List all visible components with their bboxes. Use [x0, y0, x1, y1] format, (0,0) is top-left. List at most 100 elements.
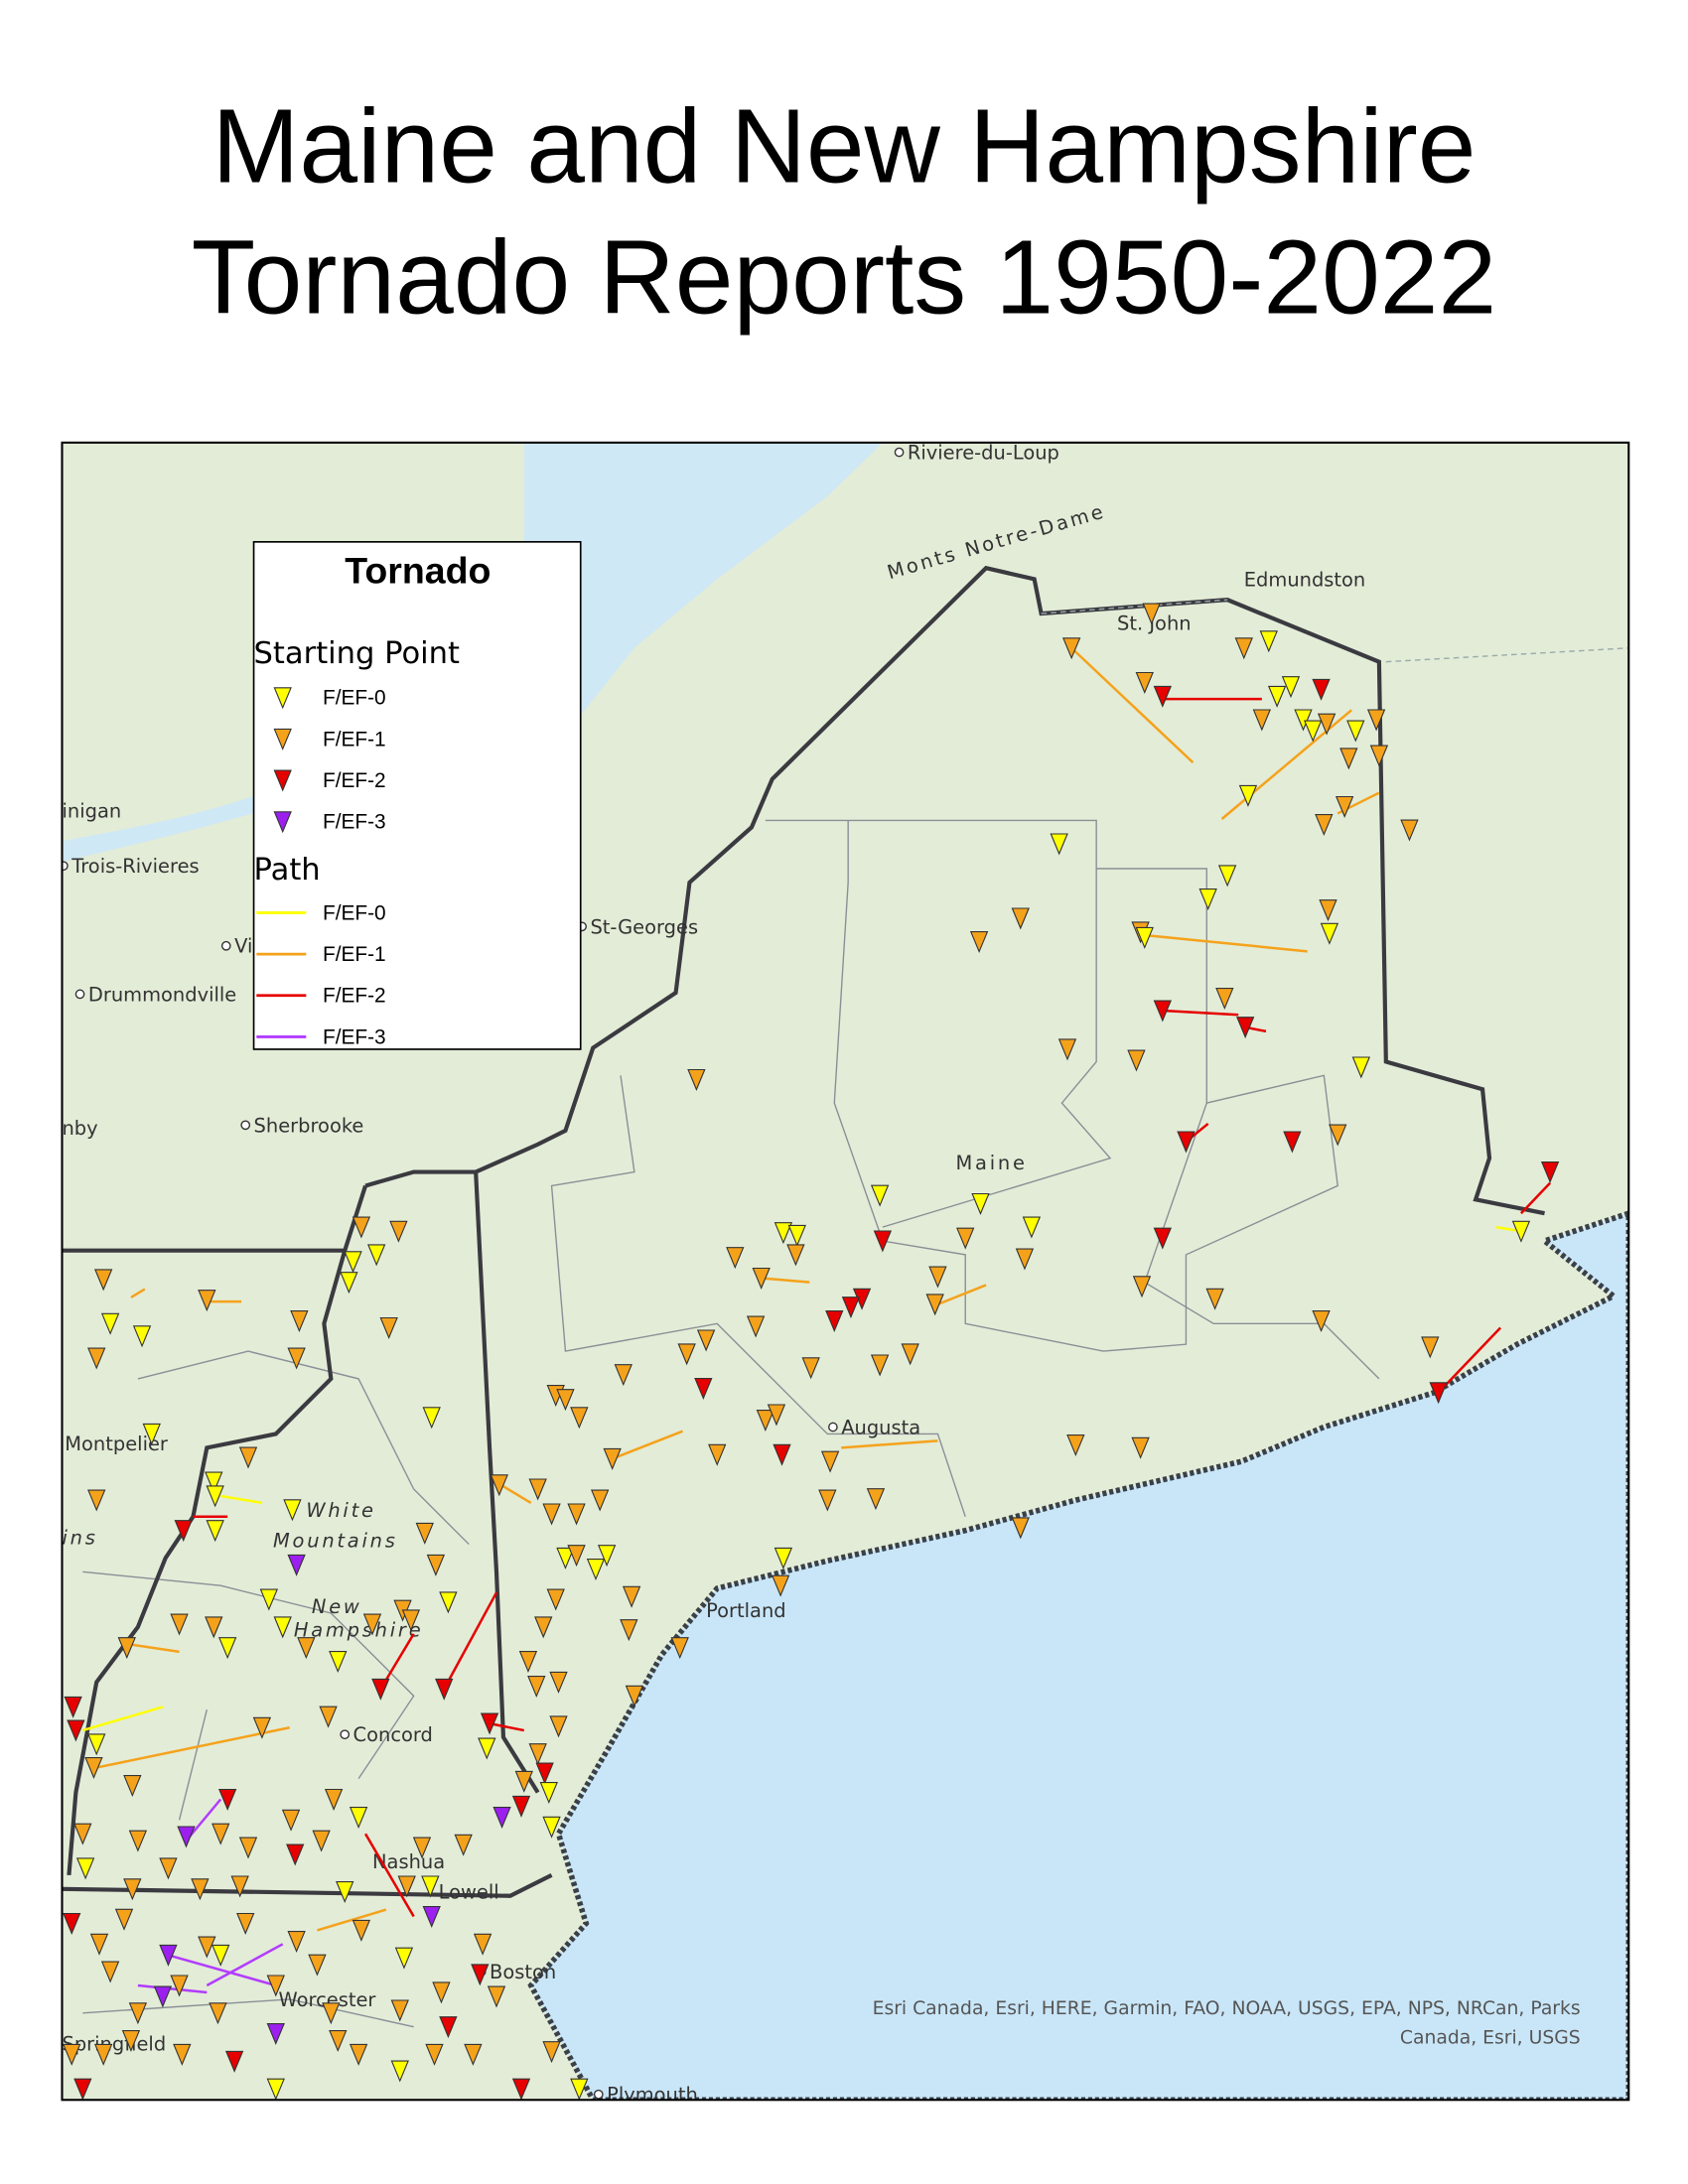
tornado-point: [87, 1733, 106, 1756]
tornado-point: [206, 1485, 224, 1508]
place-label: New: [312, 1595, 362, 1618]
tornado-point: [1351, 1056, 1370, 1079]
tornado-point: [205, 1471, 223, 1494]
place-label: Riviere-du-Loup: [908, 441, 1059, 464]
tornado-point: [67, 1719, 85, 1742]
tornado-point: [211, 1823, 230, 1845]
tornado-point: [367, 1244, 386, 1267]
tornado-point: [1127, 1049, 1146, 1072]
tornado-point: [1238, 784, 1258, 807]
tornado-point: [153, 1985, 173, 2008]
tornado-point: [100, 1312, 120, 1335]
tornado-point: [390, 2060, 409, 2083]
tornado-point: [1057, 1038, 1077, 1061]
tornado-point: [542, 2041, 561, 2064]
tornado-point: [969, 931, 989, 954]
tornado-point: [75, 1857, 95, 1880]
tornado-point: [87, 1489, 106, 1512]
tornado-point: [528, 1478, 547, 1501]
tornado-point: [1294, 709, 1313, 732]
place-label: Boston: [490, 1961, 556, 1983]
place-label: Montpelier: [65, 1433, 168, 1455]
tornado-point: [412, 1837, 432, 1859]
tornado-point: [1153, 685, 1172, 708]
tornado-point: [426, 1554, 446, 1576]
tornado-point: [198, 1290, 216, 1312]
tornado-point: [542, 1503, 561, 1526]
tornado-point: [870, 1184, 890, 1207]
place-label: ins: [63, 1527, 98, 1550]
tornado-point: [132, 1325, 152, 1348]
tornado-point: [694, 1378, 713, 1401]
tornado-point: [1062, 637, 1081, 660]
tornado-point: [114, 1908, 134, 1931]
tornado-point: [297, 1637, 316, 1660]
tornado-point: [771, 1574, 790, 1597]
place-dot: [894, 447, 905, 458]
tornado-point: [570, 2078, 589, 2101]
place-label: inigan: [63, 800, 122, 823]
tornado-point: [546, 1588, 565, 1611]
tornado-point: [1267, 685, 1287, 708]
tornado-point: [173, 2043, 192, 2066]
tornado-point: [238, 1837, 258, 1859]
place-label: nby: [63, 1117, 98, 1140]
tornado-point: [63, 2043, 81, 2066]
tornado-point: [425, 2043, 444, 2066]
tornado-point: [266, 1975, 285, 1997]
tornado-point: [329, 1651, 348, 1674]
tornado-point: [93, 2043, 113, 2066]
tornado-point: [603, 1447, 622, 1470]
tornado-point: [224, 2050, 244, 2073]
legend-label: F/EF-0: [323, 687, 386, 710]
tornado-point: [1015, 1248, 1035, 1271]
tornado-point: [273, 1616, 292, 1639]
tornado-path: [443, 1591, 498, 1690]
tornado-point: [344, 1251, 362, 1274]
place-label: Concord: [353, 1723, 433, 1746]
tornado-point: [454, 1834, 473, 1856]
tornado-point: [825, 1309, 844, 1333]
tornado-point: [170, 1613, 189, 1636]
tornado-point: [170, 1975, 189, 1997]
tornado-point: [362, 1613, 382, 1636]
tornado-point: [746, 1315, 766, 1338]
legend-label: F/EF-1: [323, 728, 386, 751]
tornado-point: [287, 1931, 306, 1953]
tornado-point: [1153, 1000, 1172, 1023]
tornado-point: [901, 1343, 919, 1366]
tornado-point: [217, 1637, 237, 1660]
place-dot: [828, 1422, 838, 1433]
tornado-point: [971, 1192, 990, 1215]
map-frame: [61, 441, 1630, 2102]
tornado-point: [1283, 1131, 1302, 1154]
tornado-point: [191, 1878, 210, 1901]
place-label: Augusta: [841, 1416, 920, 1438]
tornado-point: [1369, 745, 1389, 767]
tornado-point: [687, 1068, 706, 1091]
tornado-point: [281, 1809, 301, 1832]
tornado-point: [1511, 1220, 1531, 1243]
place-dot: [220, 940, 231, 951]
tornado-point: [435, 1678, 454, 1701]
place-label: Sherbrooke: [254, 1114, 364, 1137]
tornado-point: [866, 1488, 886, 1511]
tornado-point: [1205, 1288, 1224, 1310]
tornado-path: [936, 1284, 987, 1306]
title-line: Tornado Reports 1950-2022: [192, 218, 1496, 336]
tornado-point: [236, 1912, 255, 1935]
tornado-point: [123, 1775, 142, 1798]
tornado-point: [174, 1520, 193, 1543]
tornado-point: [518, 1651, 538, 1674]
tornado-point: [1135, 926, 1154, 949]
tornado-point: [290, 1309, 309, 1333]
tornado-point: [340, 1272, 358, 1295]
place-dot: [340, 1729, 351, 1740]
tornado-point: [432, 1981, 451, 2004]
tornado-point: [773, 1443, 791, 1466]
ocean: [527, 1210, 1629, 2101]
tornado-path: [1140, 933, 1308, 953]
tornado-point: [1312, 678, 1331, 701]
tornado-point: [1540, 1160, 1560, 1184]
tornado-point: [64, 1696, 82, 1718]
